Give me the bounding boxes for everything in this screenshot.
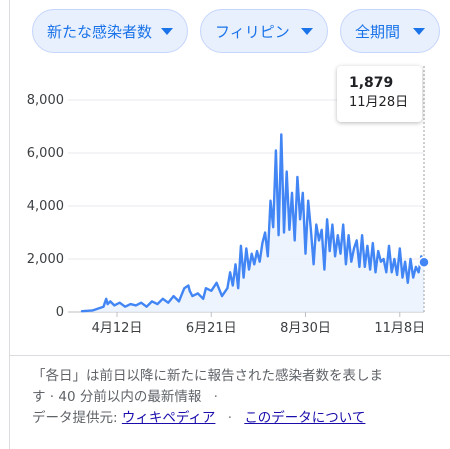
about-data-link[interactable]: このデータについて [244,410,366,426]
footer-note-line2-text: す · 40 分前以内の最新情報 [32,389,202,405]
footer-source-line: データ提供元: ウィキペディア · このデータについて [32,408,450,429]
dropdown-arrow-icon [413,28,425,35]
x-tick-label: 6月21日 [186,321,237,336]
period-dropdown[interactable]: 全期間 [340,9,440,53]
cases-chart[interactable]: 0 2,000 4,000 6,000 8,000 4月12日 6月21日 8月30日 11月8… [0,62,450,352]
dropdown-arrow-icon [161,28,173,35]
card-left-border [9,0,10,449]
chart-tooltip: 1,879 11月28日 [337,66,422,122]
footer-divider [9,355,450,356]
y-tick-label: 2,000 [27,252,64,267]
y-tick-label: 0 [56,305,64,320]
y-tick-label: 4,000 [27,199,64,214]
chart-footer: 「各日」は前日以降に新たに報告された感染者数を表しま す · 40 分前以内の最… [32,366,450,429]
dropdown-arrow-icon [301,28,313,35]
footer-note-line2: す · 40 分前以内の最新情報 · [32,387,450,408]
series-area-fill [82,134,424,312]
footer-note-line1: 「各日」は前日以降に新たに報告された感染者数を表しま [32,368,383,384]
region-dropdown[interactable]: フィリピン [200,9,328,53]
cases-line-chart[interactable]: 0 2,000 4,000 6,000 8,000 4月12日 6月21日 8月30日 11月8… [0,62,450,352]
footer-separator: · [213,389,218,405]
wikipedia-link[interactable]: ウィキペディア [121,410,216,426]
tooltip-value: 1,879 [349,75,394,91]
footer-separator: · [227,410,233,426]
y-tick-label: 6,000 [27,146,64,161]
series-line [80,133,426,313]
source-label: データ提供元: [32,410,118,426]
x-tick-label: 8月30日 [280,321,331,336]
filter-bar: 新たな感染者数 フィリピン 全期間 [0,9,450,53]
metric-dropdown[interactable]: 新たな感染者数 [32,9,188,53]
x-tick-label: 4月12日 [92,321,143,336]
tooltip-date: 11月28日 [349,95,409,110]
y-tick-label: 8,000 [27,93,64,108]
x-tick-label: 11月8日 [374,321,425,336]
metric-dropdown-label: 新たな感染者数 [47,22,153,41]
last-data-point [418,256,430,268]
region-dropdown-label: フィリピン [215,22,290,41]
period-dropdown-label: 全期間 [355,22,401,41]
